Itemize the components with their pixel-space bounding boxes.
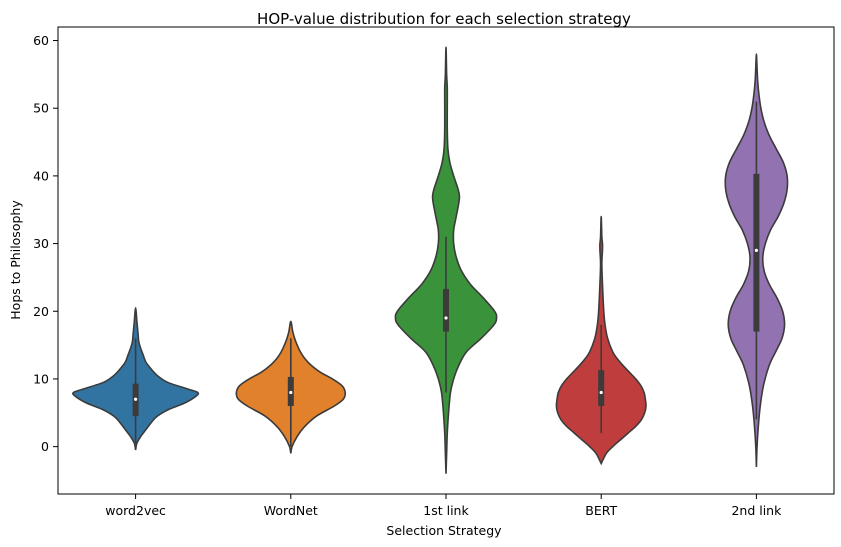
x-tick-label: WordNet (264, 503, 318, 518)
chart-title: HOP-value distribution for each selectio… (257, 10, 631, 28)
x-tick-label: 2nd link (731, 503, 782, 518)
y-axis-label: Hops to Philosophy (8, 200, 23, 320)
y-tick-label: 40 (33, 168, 49, 183)
violin-iqr-box (753, 173, 760, 332)
violins-group (71, 46, 789, 474)
x-axis: word2vec WordNet 1st link BERT 2nd link (105, 494, 782, 518)
x-tick-label: word2vec (105, 503, 166, 518)
y-axis: 0 10 20 30 40 50 60 (33, 33, 58, 454)
x-tick-label: BERT (585, 503, 617, 518)
violin-iqr-box (598, 370, 605, 407)
violin-iqr-box (443, 288, 449, 332)
x-axis-label: Selection Strategy (386, 523, 502, 538)
violin-median-point (599, 390, 603, 395)
y-tick-label: 60 (33, 33, 49, 48)
violin-median-point (289, 390, 293, 395)
y-tick-label: 30 (33, 236, 49, 251)
y-tick-label: 0 (41, 439, 49, 454)
violin-median-point (444, 316, 448, 320)
x-tick-label: 1st link (423, 503, 469, 518)
violin-median-point (134, 397, 138, 401)
plot-frame (57, 26, 835, 495)
violin-median-point (754, 248, 759, 252)
y-tick-label: 20 (33, 304, 49, 319)
y-tick-label: 50 (33, 101, 49, 116)
y-tick-label: 10 (33, 371, 49, 386)
